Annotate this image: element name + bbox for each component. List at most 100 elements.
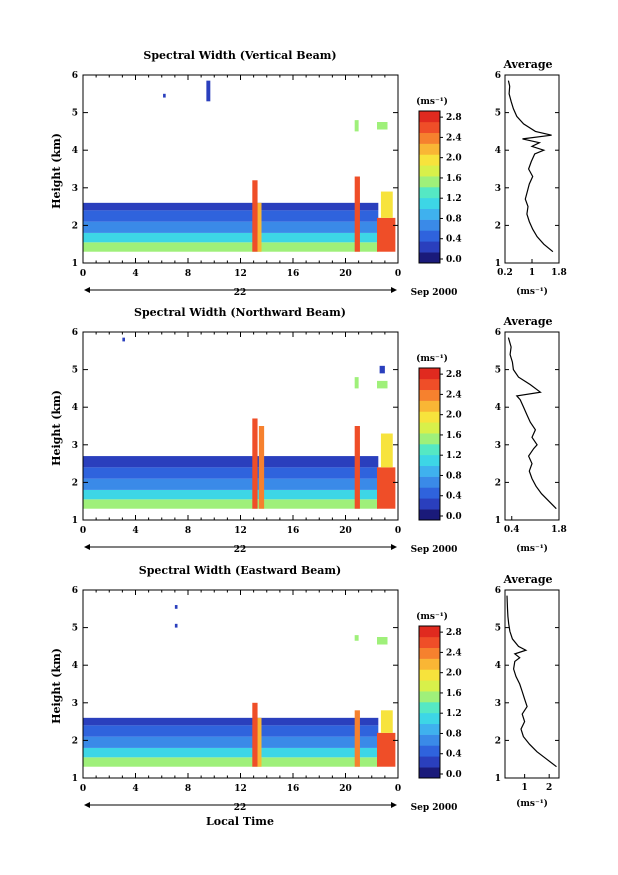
colorbar-swatch bbox=[419, 669, 440, 681]
colorbar-swatch bbox=[419, 680, 440, 692]
x-tick-label: 0 bbox=[80, 784, 86, 794]
colorbar-swatch bbox=[419, 219, 440, 231]
colorbar-tick-label: 0.4 bbox=[446, 750, 462, 760]
heat-cell bbox=[380, 433, 393, 468]
y-tick-label: 6 bbox=[72, 586, 78, 596]
y-tick-label: 2 bbox=[72, 221, 78, 231]
heat-cell bbox=[83, 499, 379, 509]
x-tick-label: 4 bbox=[132, 784, 138, 794]
x-axis-label: Local Time bbox=[206, 815, 274, 828]
colorbar-swatch bbox=[419, 745, 440, 757]
profile-xlabel: (ms⁻¹) bbox=[516, 286, 548, 297]
heat-cell bbox=[122, 337, 125, 342]
colorbar-swatch bbox=[419, 712, 440, 725]
colorbar-tick-label: 1.6 bbox=[446, 174, 462, 184]
profile-frame bbox=[504, 74, 560, 264]
heat-cell bbox=[252, 180, 258, 252]
x-tick-label: 0 bbox=[80, 269, 86, 279]
x-tick-label: 16 bbox=[287, 526, 300, 536]
colorbar-swatch bbox=[419, 702, 440, 714]
colorbar-unit: (ms⁻¹) bbox=[416, 353, 448, 364]
panel-title: Spectral Width (Eastward Beam) bbox=[139, 564, 341, 577]
profile-y-tick-label: 3 bbox=[495, 441, 501, 451]
x-tick-label: 8 bbox=[185, 526, 191, 536]
colorbar-tick-label: 0.8 bbox=[446, 214, 462, 224]
y-tick-label: 3 bbox=[72, 441, 78, 451]
colorbar-swatch bbox=[419, 378, 440, 391]
x-tick-label: 12 bbox=[234, 269, 247, 279]
colorbar-tick-label: 1.6 bbox=[446, 689, 462, 699]
colorbar-swatch bbox=[419, 400, 440, 412]
month-label: Sep 2000 bbox=[411, 545, 458, 555]
profile-x-tick-label: 1 bbox=[529, 268, 535, 278]
colorbar: 0.0 0.4 0.8 1.2 1.6 2.0 2.4 2.8 bbox=[418, 110, 462, 265]
heat-cell bbox=[354, 635, 359, 641]
heat-cell bbox=[377, 217, 396, 252]
y-tick-label: 2 bbox=[72, 478, 78, 488]
colorbar-swatch bbox=[419, 197, 440, 210]
colorbar-swatch bbox=[419, 734, 440, 746]
heat-cell bbox=[380, 191, 393, 218]
heat-cell bbox=[258, 426, 265, 509]
colorbar-swatch bbox=[419, 509, 440, 521]
heat-cell bbox=[206, 80, 211, 102]
heat-cell bbox=[83, 717, 379, 726]
heat-cell bbox=[252, 418, 258, 509]
x-tick-label: 12 bbox=[234, 784, 247, 794]
x-tick-label: 12 bbox=[234, 526, 247, 536]
heat-cell bbox=[377, 732, 396, 767]
heat-cell bbox=[83, 757, 379, 767]
colorbar-swatch bbox=[419, 422, 440, 434]
heat-cell bbox=[174, 605, 178, 609]
heat-cell bbox=[354, 120, 359, 132]
y-tick-label: 6 bbox=[72, 328, 78, 338]
heatmap-plot bbox=[83, 605, 396, 767]
profile-x-tick-label: 2 bbox=[546, 783, 552, 793]
y-tick-label: 4 bbox=[72, 403, 78, 413]
profile-xlabel: (ms⁻¹) bbox=[516, 798, 548, 809]
colorbar-swatch bbox=[419, 165, 440, 177]
heat-cell bbox=[257, 717, 262, 767]
heat-cell bbox=[257, 202, 262, 252]
colorbar-swatch bbox=[419, 143, 440, 155]
x-tick-label: 0 bbox=[395, 784, 401, 794]
heat-cell bbox=[377, 380, 388, 389]
colorbar-swatch bbox=[419, 121, 440, 134]
colorbar-swatch bbox=[419, 487, 440, 499]
colorbar-swatch bbox=[419, 767, 440, 779]
heat-cell bbox=[83, 210, 379, 222]
profile-frame bbox=[504, 331, 560, 521]
y-tick-label: 1 bbox=[72, 259, 78, 269]
colorbar-swatch bbox=[419, 411, 440, 423]
colorbar-swatch bbox=[419, 647, 440, 659]
x-tick-label: 0 bbox=[395, 526, 401, 536]
x-tick-label: 20 bbox=[339, 269, 352, 279]
profile-y-tick-label: 6 bbox=[495, 586, 501, 596]
x-tick-label: 0 bbox=[80, 526, 86, 536]
heat-cell bbox=[252, 702, 258, 767]
colorbar-swatch bbox=[419, 498, 440, 510]
colorbar-tick-label: 2.8 bbox=[446, 113, 462, 123]
heat-cell bbox=[83, 242, 379, 252]
profile-line bbox=[506, 595, 557, 768]
colorbar-tick-label: 0.0 bbox=[446, 512, 462, 522]
colorbar-tick-label: 0.4 bbox=[446, 492, 462, 502]
y-axis-label: Height (km) bbox=[50, 648, 63, 724]
heat-cell bbox=[83, 232, 379, 243]
month-label: Sep 2000 bbox=[411, 288, 458, 298]
profile-line bbox=[507, 80, 554, 253]
colorbar-swatch bbox=[419, 154, 440, 166]
profile-x-tick-label: 1.8 bbox=[551, 268, 567, 278]
panel-title: Spectral Width (Northward Beam) bbox=[134, 306, 346, 319]
colorbar-swatch bbox=[419, 626, 440, 638]
heat-cell bbox=[354, 176, 360, 252]
colorbar-swatch bbox=[419, 476, 440, 488]
heat-cell bbox=[377, 467, 396, 509]
profile-y-tick-label: 4 bbox=[495, 146, 501, 156]
y-tick-label: 1 bbox=[72, 774, 78, 784]
heat-cell bbox=[163, 93, 166, 98]
y-tick-label: 5 bbox=[72, 109, 78, 119]
